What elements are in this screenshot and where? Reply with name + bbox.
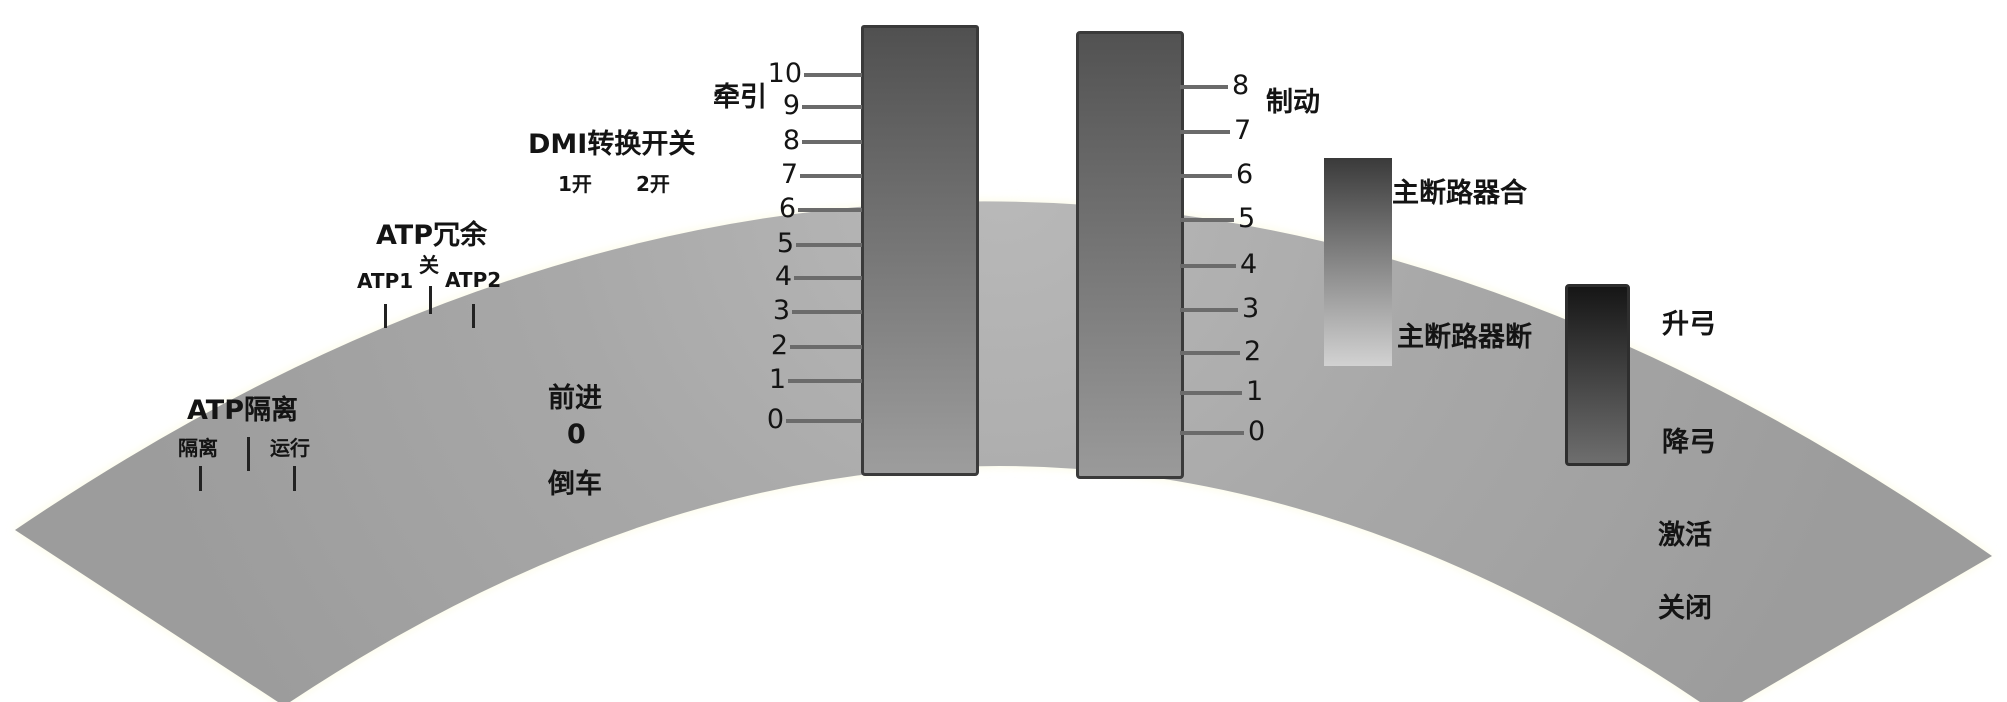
pantograph-switch[interactable] bbox=[1565, 284, 1630, 466]
dmi-switch-1-on-label[interactable]: 1开 bbox=[558, 172, 592, 196]
brake-scale-label: 0 bbox=[1248, 416, 1266, 447]
atp-redundancy-off-label: 关 bbox=[419, 253, 439, 277]
atp-isolation-right-mark bbox=[293, 466, 296, 491]
traction-scale-label: 0 bbox=[766, 404, 784, 435]
traction-scale-label: 8 bbox=[782, 125, 800, 156]
dmi-switch-2-on-label[interactable]: 2开 bbox=[636, 172, 670, 196]
panel-surface bbox=[15, 201, 1992, 702]
main-breaker-open-label[interactable]: 主断路器断 bbox=[1397, 322, 1532, 353]
brake-scale-tick bbox=[1180, 308, 1238, 312]
traction-scale-label: 10 bbox=[767, 58, 802, 89]
atp-isolation-switch-position[interactable] bbox=[247, 437, 250, 471]
traction-scale-tick bbox=[800, 174, 862, 178]
atp-redundancy-switch-position[interactable] bbox=[429, 286, 432, 314]
traction-scale-tick bbox=[802, 140, 862, 144]
brake-title: 制动 bbox=[1266, 87, 1320, 118]
main-breaker-switch[interactable] bbox=[1324, 158, 1392, 366]
traction-scale-tick bbox=[786, 419, 862, 423]
deactivate-label[interactable]: 关闭 bbox=[1658, 593, 1712, 624]
traction-title: 牵引 bbox=[713, 82, 767, 113]
main-breaker-close-label[interactable]: 主断路器合 bbox=[1392, 178, 1527, 209]
brake-scale-label: 2 bbox=[1244, 336, 1262, 367]
traction-scale-label: 2 bbox=[770, 330, 788, 361]
atp-isolation-title: ATP隔离 bbox=[187, 395, 299, 426]
traction-scale-label: 7 bbox=[780, 159, 798, 190]
traction-lever-handle[interactable] bbox=[861, 25, 979, 476]
atp-isolation-run-label: 运行 bbox=[270, 436, 310, 460]
traction-scale-label: 5 bbox=[776, 228, 794, 259]
activate-label[interactable]: 激活 bbox=[1658, 520, 1712, 551]
brake-scale-label: 3 bbox=[1242, 293, 1260, 324]
direction-forward-label[interactable]: 前进 bbox=[548, 383, 602, 414]
traction-scale-tick bbox=[802, 105, 862, 109]
atp-redundancy-title: ATP冗余 bbox=[376, 220, 488, 251]
dmi-switch-title: DMI转换开关 bbox=[528, 129, 696, 160]
brake-scale-label: 5 bbox=[1238, 203, 1256, 234]
brake-scale-label: 6 bbox=[1236, 159, 1254, 190]
brake-scale-tick bbox=[1180, 351, 1240, 355]
brake-scale-label: 4 bbox=[1240, 249, 1258, 280]
traction-scale-tick bbox=[796, 243, 862, 247]
atp-isolation-isolate-label: 隔离 bbox=[178, 436, 218, 460]
brake-scale-tick bbox=[1180, 264, 1236, 268]
brake-scale-tick bbox=[1180, 431, 1244, 435]
atp-redundancy-right-mark bbox=[472, 304, 475, 328]
traction-scale-tick bbox=[804, 73, 862, 77]
traction-scale-tick bbox=[798, 208, 862, 212]
brake-scale-label: 8 bbox=[1232, 70, 1250, 101]
traction-scale-tick bbox=[788, 379, 862, 383]
traction-scale-label: 9 bbox=[782, 90, 800, 121]
brake-lever-handle[interactable] bbox=[1076, 31, 1184, 479]
traction-scale-tick bbox=[792, 310, 862, 314]
brake-scale-label: 1 bbox=[1246, 376, 1264, 407]
traction-scale-label: 4 bbox=[774, 261, 792, 292]
brake-scale-tick bbox=[1180, 218, 1234, 222]
brake-scale-label: 7 bbox=[1234, 115, 1252, 146]
atp-redundancy-left-mark bbox=[384, 304, 387, 328]
traction-scale-label: 1 bbox=[768, 364, 786, 395]
brake-scale-tick bbox=[1180, 174, 1232, 178]
atp-isolation-left-mark bbox=[199, 466, 202, 491]
brake-scale-tick bbox=[1180, 391, 1242, 395]
traction-scale-tick bbox=[794, 276, 862, 280]
pantograph-up-label[interactable]: 升弓 bbox=[1662, 309, 1716, 340]
traction-scale-tick bbox=[790, 345, 862, 349]
direction-reverse-label[interactable]: 倒车 bbox=[548, 469, 602, 500]
traction-scale-label: 6 bbox=[778, 193, 796, 224]
traction-scale-label: 3 bbox=[772, 295, 790, 326]
atp-redundancy-atp1-label: ATP1 bbox=[357, 269, 414, 293]
brake-scale-tick bbox=[1180, 130, 1230, 134]
direction-neutral-label[interactable]: 0 bbox=[567, 419, 586, 450]
brake-scale-tick bbox=[1180, 85, 1228, 89]
atp-redundancy-atp2-label: ATP2 bbox=[445, 268, 502, 292]
pantograph-down-label[interactable]: 降弓 bbox=[1662, 427, 1716, 458]
